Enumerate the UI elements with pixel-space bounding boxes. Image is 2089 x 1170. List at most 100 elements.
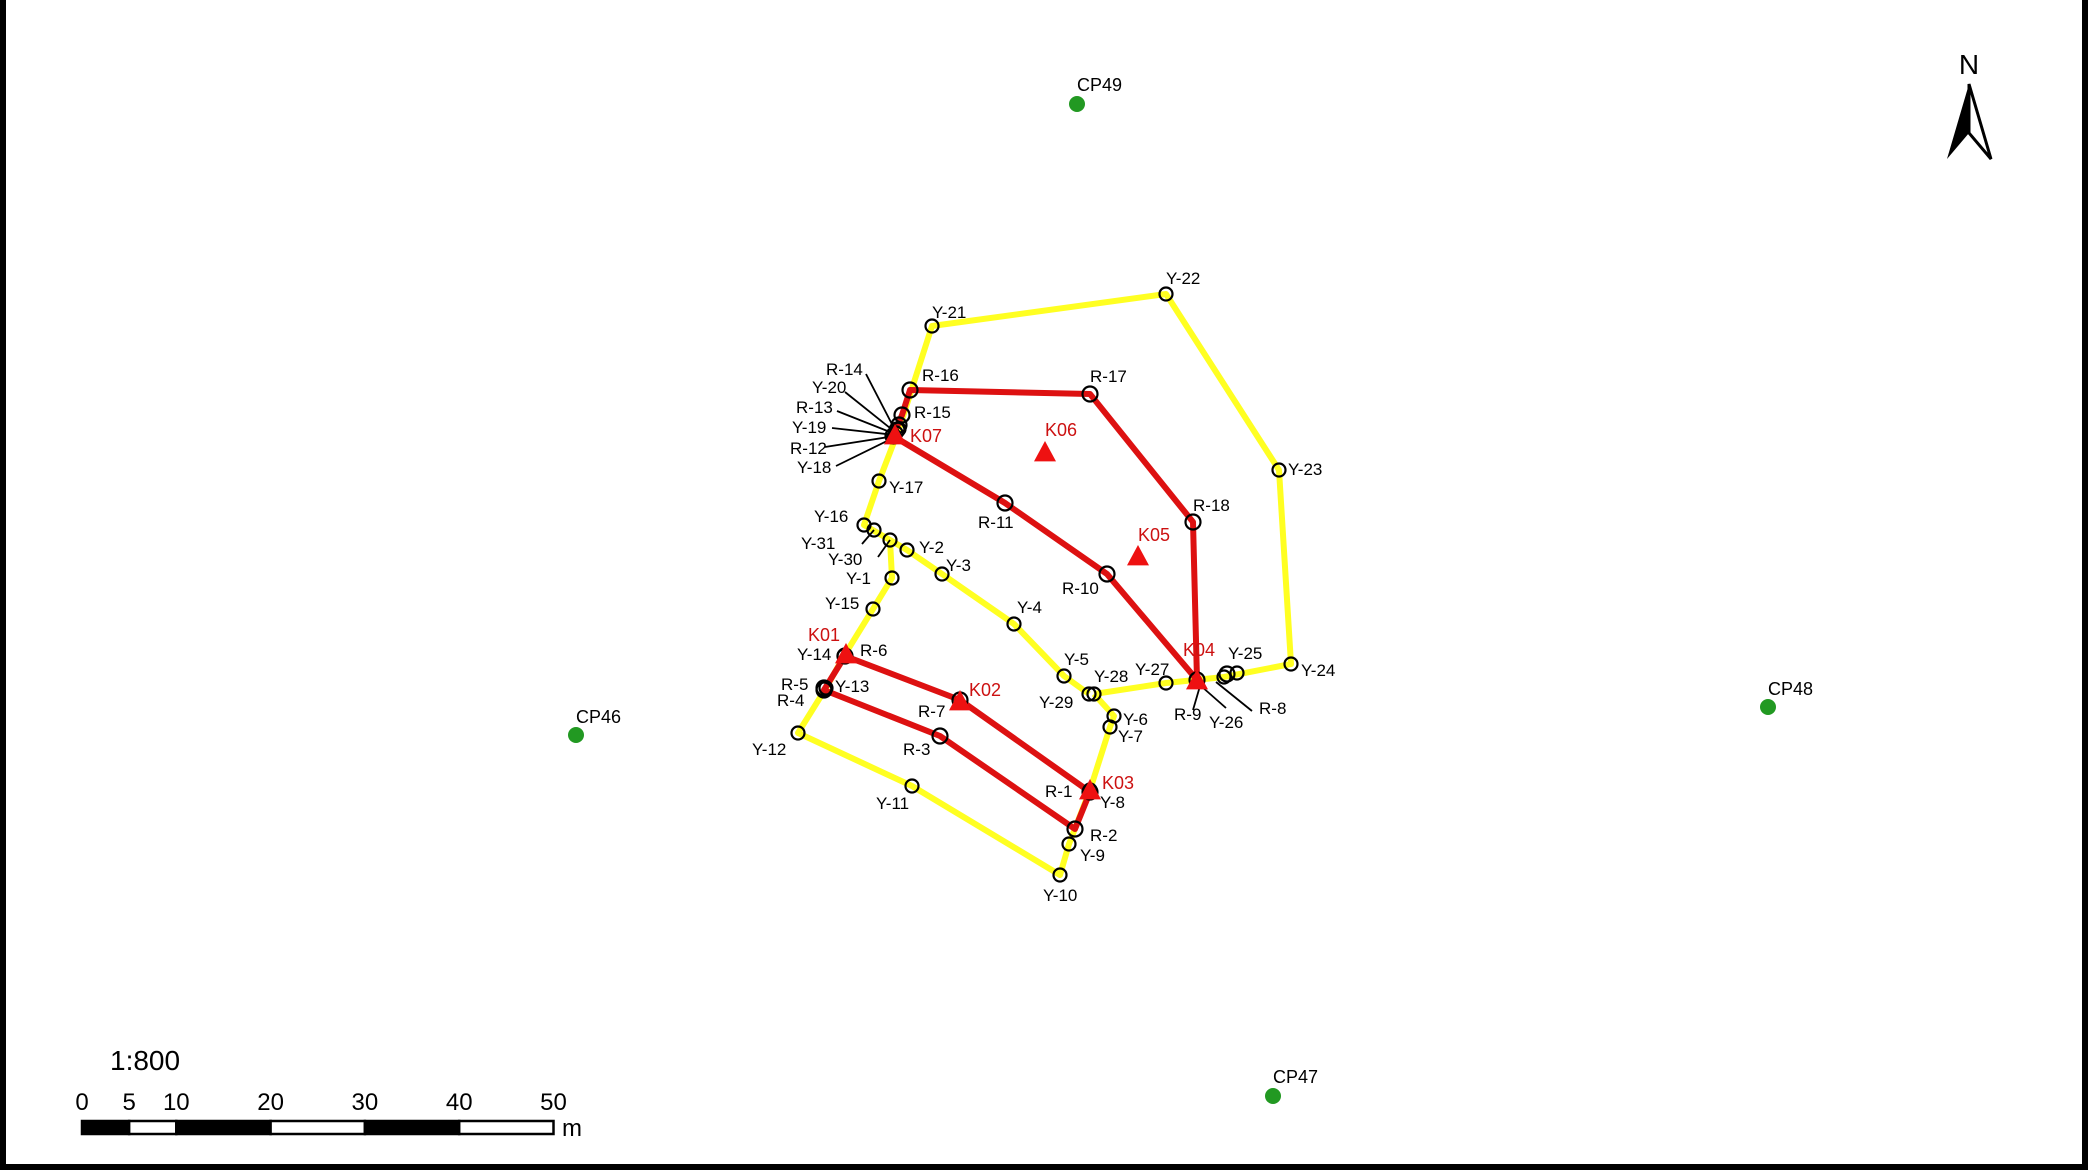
k-point-k06-label: K06 (1045, 420, 1077, 440)
point-r-10-marker (1098, 565, 1116, 583)
scale-bar-segment (457, 1119, 555, 1136)
point-r-12-label: R-12 (790, 439, 827, 458)
k-point-k05-label: K05 (1138, 525, 1170, 545)
leader-line (824, 435, 896, 448)
point-r-11-label: R-11 (978, 513, 1014, 532)
k-point-k04-label: K04 (1183, 640, 1215, 660)
k-point-k02-label: K02 (969, 680, 1001, 700)
k-point-k07-marker (884, 424, 906, 445)
point-y-9-label: Y-9 (1080, 846, 1105, 865)
scale-legend: 1:800 0 5 10 20 30 40 50 m (75, 1045, 582, 1142)
point-y-22-label: Y-22 (1166, 269, 1200, 288)
point-r-7-label: R-7 (918, 702, 945, 721)
point-y-7-label: Y-7 (1118, 727, 1143, 746)
point-r-5-label: R-5 (781, 675, 808, 694)
point-y-27-marker (1158, 675, 1174, 691)
point-y-21-label: Y-21 (932, 303, 966, 322)
point-y-26-label: Y-26 (1209, 713, 1243, 732)
point-y-28-label: Y-28 (1094, 667, 1128, 686)
point-y-12-marker (790, 725, 806, 741)
point-y-2-marker (899, 542, 915, 558)
point-y-24-marker (1283, 656, 1299, 672)
k-point-k02-marker (949, 690, 971, 711)
point-y-23-label: Y-23 (1288, 460, 1322, 479)
point-r-15-label: R-15 (914, 403, 951, 422)
leader-line (1215, 681, 1253, 712)
leader-line (844, 391, 896, 433)
point-y-22-marker (1158, 286, 1174, 302)
point-y-25-marker (1229, 665, 1245, 681)
yellow-line-1 (896, 291, 1294, 697)
scale-bar (80, 1119, 555, 1136)
point-r-15-marker (893, 406, 911, 424)
point-y-27-label: Y-27 (1135, 660, 1169, 679)
scale-tick-label: 0 (75, 1089, 88, 1116)
point-r-4-label: R-4 (777, 691, 804, 710)
point-r-8-label: R-8 (1259, 699, 1286, 718)
control-point-cp46-label: CP46 (576, 707, 621, 727)
leader-line (865, 373, 896, 431)
leader-line (1192, 685, 1201, 711)
k-point-k01-label: K01 (808, 625, 840, 645)
leader-line (861, 529, 875, 545)
point-y-16-label: Y-16 (814, 507, 848, 526)
point-y-11-marker (904, 778, 920, 794)
control-point-cp47-label: CP47 (1273, 1067, 1318, 1087)
point-y-3-marker (934, 566, 950, 582)
point-y-17-marker (871, 473, 887, 489)
scale-bar-segment (269, 1119, 367, 1136)
red-line-1 (890, 387, 1200, 683)
leader-line (831, 427, 896, 436)
scale-tick-label: 20 (257, 1089, 284, 1116)
point-r-11-marker (996, 494, 1014, 512)
point-r-5-marker (815, 679, 833, 697)
control-point-cp48-marker (1760, 699, 1776, 715)
north-arrow: N (1947, 49, 1993, 160)
point-r-13-label: R-13 (796, 398, 833, 417)
point-y-31-label: Y-31 (801, 534, 835, 553)
point-r-1-label: R-1 (1045, 782, 1072, 801)
control-point-cp46-marker (568, 727, 584, 743)
leader-line (835, 436, 896, 467)
point-y-25-label: Y-25 (1228, 644, 1262, 663)
point-r-16-label: R-16 (922, 366, 959, 385)
survey-points (568, 96, 1776, 1104)
point-y-7-marker (1102, 719, 1118, 735)
scale-tick-labels: 0 5 10 20 30 40 50 (75, 1089, 567, 1116)
yellow-line-3 (888, 537, 1091, 697)
scale-tick-label: 5 (122, 1089, 135, 1116)
point-y-8-label: Y-8 (1100, 793, 1125, 812)
point-y-30-marker (882, 532, 898, 548)
scale-tick-label: 10 (163, 1089, 190, 1116)
point-y-13-label: Y-13 (835, 677, 869, 696)
point-r-10-label: R-10 (1062, 579, 1099, 598)
point-y-21-marker (924, 318, 940, 334)
k-point-k01-marker (835, 643, 857, 664)
scale-bar-segment (363, 1119, 461, 1136)
north-label: N (1959, 49, 1979, 80)
point-y-10-marker (1052, 867, 1068, 883)
point-r-6-label: R-6 (860, 641, 887, 660)
point-y-19-label: Y-19 (792, 418, 826, 437)
point-r-17-marker (1081, 385, 1099, 403)
point-r-2-label: R-2 (1090, 826, 1117, 845)
scale-unit: m (562, 1115, 582, 1142)
point-y-4-label: Y-4 (1017, 598, 1042, 617)
scale-bar-segment (127, 1119, 178, 1136)
point-labels: Y-1 Y-2Y-3 Y-4 Y-5 Y-6Y-7 Y-8 Y-9 Y-10 Y-11 Y-12 Y… (576, 75, 1813, 1087)
point-y-18-label: Y-18 (797, 458, 831, 477)
point-y-14-label: Y-14 (797, 645, 831, 664)
point-r-3-marker (931, 727, 949, 745)
point-r-8-marker (1218, 665, 1236, 683)
k-point-k03-label: K03 (1102, 773, 1134, 793)
label-leader-lines (824, 373, 1253, 712)
leader-line (836, 410, 896, 435)
point-y-20-label: Y-20 (812, 378, 846, 397)
point-y-9-marker (1061, 836, 1077, 852)
scale-ratio: 1:800 (110, 1045, 180, 1076)
point-r-16-marker (901, 381, 919, 399)
scale-bar-segment (80, 1119, 131, 1136)
point-y-26-marker (1216, 669, 1232, 685)
